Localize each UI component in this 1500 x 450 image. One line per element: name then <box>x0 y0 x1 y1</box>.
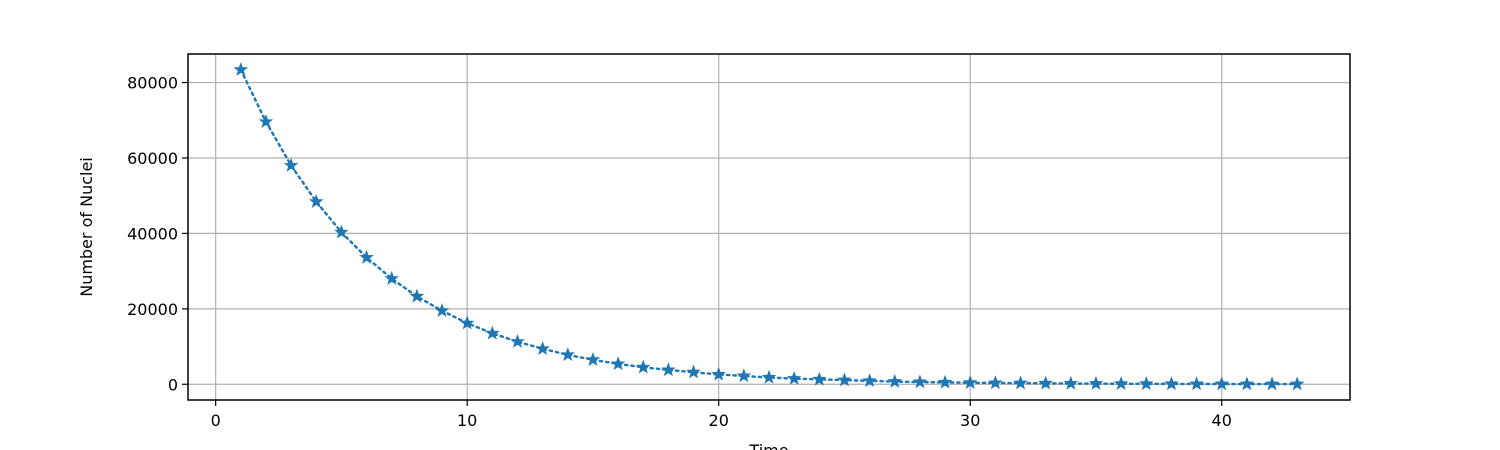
data-point <box>610 356 626 371</box>
data-point <box>1013 375 1028 390</box>
data-point <box>334 224 349 239</box>
data-point <box>912 374 928 389</box>
data-point <box>560 347 576 362</box>
data-point <box>1113 376 1129 390</box>
y-tick-label: 40000 <box>127 224 178 243</box>
data-point <box>1289 376 1305 391</box>
data-point <box>384 271 400 285</box>
x-tick-label: 20 <box>709 411 729 430</box>
data-point <box>510 333 525 348</box>
data-point <box>1214 376 1230 391</box>
series-line <box>239 68 1299 386</box>
data-point <box>459 315 475 330</box>
data-point <box>837 372 852 387</box>
data-point <box>686 364 701 379</box>
y-tick-label: 0 <box>168 375 178 394</box>
plot-frame <box>187 53 1351 401</box>
data-point <box>937 374 953 389</box>
data-point <box>585 352 601 366</box>
data-point <box>233 62 249 76</box>
data-point <box>1138 376 1154 391</box>
data-point <box>786 370 802 385</box>
data-point <box>359 249 374 264</box>
x-tick-label: 10 <box>457 411 477 430</box>
data-point <box>862 373 877 388</box>
x-tick-label: 0 <box>211 411 221 430</box>
data-point <box>1088 375 1104 390</box>
data-point <box>258 114 274 128</box>
y-tick-label: 80000 <box>127 74 178 93</box>
data-point <box>1063 375 1079 390</box>
data-point <box>434 303 450 317</box>
data-point <box>711 366 726 381</box>
y-tick-label: 60000 <box>127 149 178 168</box>
data-point <box>761 369 777 384</box>
data-point <box>635 359 651 374</box>
data-point <box>736 368 752 383</box>
data-point <box>1264 376 1280 391</box>
data-point <box>1038 375 1053 390</box>
data-point <box>661 362 676 377</box>
grid <box>188 54 1350 400</box>
y-tick-label: 20000 <box>127 300 178 319</box>
data-point <box>812 371 827 386</box>
ticks: 0 10 20 30 40 0 20000 40000 60000 80000 <box>127 74 1232 430</box>
x-axis-label: Time <box>748 441 788 450</box>
y-axis-label: Number of Nuclei <box>77 157 96 297</box>
data-point <box>1189 376 1204 391</box>
data-point <box>535 341 550 356</box>
data-point <box>1164 376 1179 391</box>
data-point <box>485 325 500 340</box>
data-point <box>962 375 978 389</box>
x-tick-label: 30 <box>960 411 980 430</box>
data-point <box>409 288 425 303</box>
data-point <box>988 375 1003 390</box>
x-tick-label: 40 <box>1212 411 1232 430</box>
data-point <box>308 194 324 208</box>
data-point <box>1239 376 1255 391</box>
data-point <box>283 157 299 172</box>
data-point <box>887 373 903 388</box>
series-layer <box>233 62 1305 391</box>
